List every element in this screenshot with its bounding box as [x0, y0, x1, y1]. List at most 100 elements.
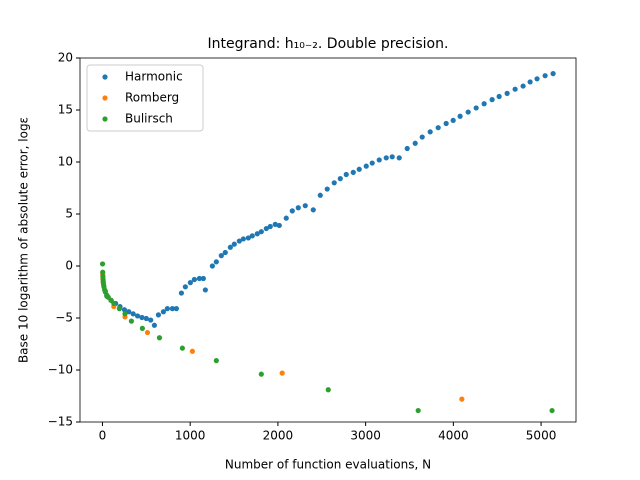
point	[173, 306, 180, 312]
point	[144, 329, 151, 336]
point	[457, 113, 463, 119]
point	[404, 145, 410, 152]
point	[389, 154, 395, 160]
point	[249, 233, 255, 239]
point	[443, 120, 449, 127]
point	[254, 231, 260, 237]
plot-frame	[79, 57, 577, 423]
y-tick-label: 10	[58, 155, 73, 169]
point	[450, 117, 456, 123]
point	[231, 241, 237, 247]
point	[182, 284, 188, 290]
point	[481, 101, 487, 107]
x-tick-label: 2000	[263, 429, 294, 443]
point	[419, 134, 425, 140]
point	[383, 155, 389, 161]
point	[227, 244, 233, 250]
point	[267, 223, 273, 230]
point	[130, 311, 136, 317]
point	[369, 160, 375, 166]
point	[213, 358, 219, 364]
point	[302, 203, 308, 209]
point	[121, 307, 127, 313]
point	[143, 315, 149, 322]
legend-marker	[102, 95, 108, 101]
point	[350, 169, 356, 175]
point	[202, 287, 208, 293]
point	[218, 253, 224, 259]
point	[122, 311, 128, 317]
point	[111, 300, 117, 307]
legend-marker	[102, 116, 108, 122]
y-axis-label: Base 10 logarithm of absolute error, log…	[17, 117, 31, 363]
x-tick-label: 4000	[438, 429, 469, 443]
point	[295, 205, 301, 211]
legend-marker	[102, 74, 108, 80]
point	[160, 309, 167, 315]
point	[396, 155, 402, 161]
point	[178, 290, 185, 296]
point	[164, 306, 170, 312]
point	[128, 318, 135, 324]
point	[331, 180, 337, 186]
point	[550, 71, 556, 77]
point	[276, 222, 282, 229]
point	[283, 215, 289, 221]
point	[196, 275, 202, 282]
point	[272, 221, 278, 227]
point	[100, 269, 106, 275]
point	[489, 97, 495, 103]
y-tick-label: −10	[48, 363, 73, 377]
point	[279, 370, 285, 376]
point	[465, 109, 471, 115]
point	[189, 348, 195, 354]
legend-label: Bulirsch	[125, 112, 173, 126]
y-tick-label: 5	[65, 207, 73, 221]
point	[427, 129, 433, 135]
point	[496, 93, 502, 100]
y-tick-label: 0	[65, 259, 73, 273]
point	[549, 407, 555, 414]
point	[343, 171, 349, 178]
point	[245, 235, 251, 241]
point	[512, 86, 518, 92]
point	[155, 312, 162, 318]
y-tick-label: 20	[58, 51, 73, 65]
point	[200, 275, 206, 282]
point	[363, 163, 369, 169]
chart-title: Integrand: h₁₀₋₂. Double precision.	[208, 36, 449, 52]
point	[356, 166, 362, 172]
point	[263, 225, 269, 232]
point	[534, 76, 540, 82]
legend-label: Harmonic	[125, 70, 183, 84]
x-axis-label: Number of function evaluations, N	[225, 458, 431, 472]
y-tick-label: 15	[58, 103, 73, 117]
point	[222, 249, 228, 256]
point	[187, 280, 193, 286]
point	[325, 387, 331, 393]
point	[376, 157, 382, 163]
point	[337, 176, 343, 182]
point	[213, 259, 219, 265]
legend-label: Romberg	[125, 91, 179, 105]
point	[435, 125, 441, 131]
point	[240, 236, 246, 242]
point	[148, 317, 154, 323]
point	[520, 83, 526, 89]
point	[99, 261, 106, 267]
point	[258, 371, 264, 377]
point	[542, 73, 548, 79]
point	[139, 314, 145, 321]
point	[116, 306, 122, 312]
y-tick-label: −15	[48, 415, 73, 429]
point	[209, 263, 215, 269]
legend-box	[86, 64, 204, 132]
point	[473, 105, 479, 111]
x-tick-label: 0	[99, 429, 107, 443]
point	[527, 79, 533, 85]
point	[179, 345, 185, 351]
point	[310, 207, 316, 213]
point	[151, 322, 157, 328]
point	[139, 325, 145, 331]
